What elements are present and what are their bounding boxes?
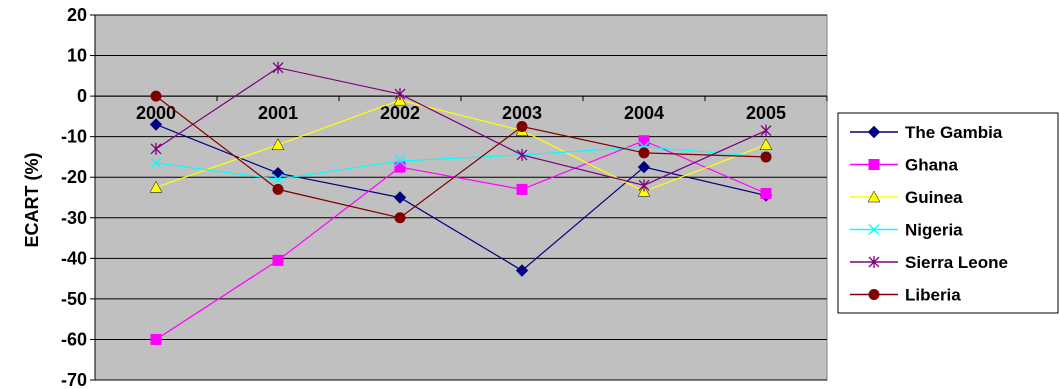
- legend-label: Liberia: [905, 286, 961, 305]
- legend-marker: [868, 159, 880, 170]
- legend-label: Guinea: [905, 188, 963, 207]
- y-axis-label: ECART (%): [22, 153, 42, 248]
- legend-item: Guinea: [850, 188, 963, 207]
- data-point: [760, 187, 772, 199]
- legend-item: Liberia: [850, 286, 961, 305]
- legend-marker: [868, 224, 880, 235]
- data-point: [638, 135, 650, 147]
- legend-item: The Gambia: [850, 123, 1003, 142]
- data-point: [516, 183, 528, 195]
- data-point: [516, 148, 528, 161]
- legend-label: Nigeria: [905, 221, 963, 240]
- y-tick-label: -20: [61, 167, 87, 187]
- data-point: [272, 61, 284, 74]
- x-tick-label: 2001: [258, 103, 298, 123]
- legend-label: The Gambia: [905, 123, 1003, 142]
- legend-box: [837, 112, 1059, 314]
- data-point: [272, 183, 284, 195]
- series-liberia: [150, 90, 772, 224]
- legend-marker: [867, 125, 881, 139]
- legend-item: Ghana: [850, 156, 958, 175]
- y-tick-label: -40: [61, 248, 87, 268]
- legend-label: Ghana: [905, 156, 958, 175]
- plot-area: [94, 14, 828, 381]
- data-point: [149, 180, 163, 193]
- y-tick-label: 0: [77, 86, 87, 106]
- x-tick-label: 2005: [746, 103, 786, 123]
- x-tick-label: 2003: [502, 103, 542, 123]
- legend-marker: [867, 190, 881, 203]
- y-tick-label: -30: [61, 208, 87, 228]
- x-tick-label: 2000: [136, 103, 176, 123]
- data-point: [394, 161, 406, 173]
- data-point: [393, 191, 407, 204]
- y-tick-label: -50: [61, 289, 87, 309]
- data-point: [637, 160, 651, 174]
- series-ghana: [150, 135, 772, 345]
- data-point: [150, 333, 162, 345]
- data-point: [760, 124, 772, 137]
- data-point: [150, 142, 162, 155]
- series-group: [149, 61, 773, 345]
- legend-item: Sierra Leone: [850, 253, 1008, 272]
- legend-item: Nigeria: [850, 221, 963, 240]
- data-point: [638, 147, 650, 159]
- y-axis: 20 10 0 -10 -20 -30 -40 -50 -60 -70: [61, 5, 96, 389]
- y-tick-label: 10: [67, 46, 87, 66]
- y-tick-label: -70: [61, 370, 87, 389]
- y-tick-label: -10: [61, 127, 87, 147]
- series-line: [155, 123, 767, 272]
- legend: The Gambia Ghana Guinea Nigeria Sierra Leone…: [850, 123, 1008, 305]
- legend-marker: [868, 256, 880, 268]
- data-point: [516, 121, 528, 133]
- data-point: [760, 151, 772, 163]
- data-point: [271, 138, 285, 151]
- data-point: [759, 138, 773, 151]
- data-point: [515, 264, 529, 277]
- data-point: [394, 212, 406, 224]
- x-tick-label: 2002: [380, 103, 420, 123]
- x-axis: 2000 2001 2002 2003 2004 2005: [94, 95, 828, 123]
- series-line: [155, 140, 767, 340]
- series-line: [155, 99, 767, 193]
- legend-label: Sierra Leone: [905, 253, 1008, 272]
- data-point: [149, 118, 163, 131]
- y-tick-label: -60: [61, 329, 87, 349]
- data-point: [394, 88, 406, 101]
- data-point: [638, 179, 650, 192]
- legend-marker: [868, 289, 880, 300]
- series-sierra-leone: [150, 61, 772, 192]
- data-point: [150, 90, 162, 102]
- series-line: [155, 95, 767, 219]
- data-point: [394, 155, 406, 167]
- data-point: [150, 157, 162, 169]
- y-tick-label: 20: [67, 5, 87, 25]
- data-point: [272, 173, 284, 185]
- series-line: [155, 146, 767, 180]
- series-line: [155, 67, 767, 186]
- x-tick-label: 2004: [624, 103, 664, 123]
- data-point: [272, 254, 284, 266]
